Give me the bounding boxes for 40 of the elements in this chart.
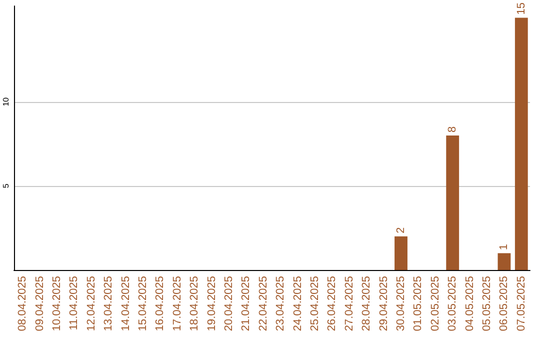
bar xyxy=(394,236,408,270)
x-tick-label: 29.04.2025 xyxy=(378,276,390,332)
y-tick-label: 10 xyxy=(2,96,10,106)
x-tick-label: 14.04.2025 xyxy=(120,276,132,332)
x-tick-label: 02.05.2025 xyxy=(429,276,442,332)
data-label: 8 xyxy=(446,126,459,132)
x-tick-label: 08.04.2025 xyxy=(16,276,29,332)
x-tick-label: 28.04.2025 xyxy=(360,276,373,332)
x-tick-label: 06.05.2025 xyxy=(498,276,510,332)
x-tick-label: 19.04.2025 xyxy=(206,276,218,332)
x-tick-label: 10.04.2025 xyxy=(51,276,63,332)
bar xyxy=(514,18,528,270)
x-tick-label: 24.04.2025 xyxy=(292,276,304,332)
x-tick-label: 16.04.2025 xyxy=(154,276,166,332)
bar xyxy=(498,253,511,270)
x-tick-label: 04.05.2025 xyxy=(464,276,476,332)
x-tick-label: 03.05.2025 xyxy=(446,276,459,332)
x-tick-label: 30.04.2025 xyxy=(395,276,407,332)
data-label: 1 xyxy=(498,244,510,250)
data-label: 15 xyxy=(515,2,528,15)
x-tick-label: 07.05.2025 xyxy=(515,276,528,332)
x-tick-label: 15.04.2025 xyxy=(137,276,149,332)
x-tick-label: 11.04.2025 xyxy=(68,276,80,330)
x-tick-label: 01.05.2025 xyxy=(412,276,424,332)
y-tick-label: 5 xyxy=(2,183,10,188)
x-tick-label: 27.04.2025 xyxy=(343,276,356,332)
x-tick-label: 13.04.2025 xyxy=(102,276,115,332)
x-tick-label: 12.04.2025 xyxy=(85,276,98,332)
x-tick-label: 26.04.2025 xyxy=(326,276,338,332)
bar xyxy=(446,135,460,270)
data-label: 2 xyxy=(395,227,407,234)
x-tick-label: 17.04.2025 xyxy=(171,276,184,332)
x-tick-label: 05.05.2025 xyxy=(481,276,493,332)
x-tick-label: 22.04.2025 xyxy=(257,276,270,332)
x-tick-label: 18.04.2025 xyxy=(188,276,201,332)
x-tick-label: 09.04.2025 xyxy=(34,276,46,332)
x-tick-label: 20.04.2025 xyxy=(223,276,235,332)
x-tick-label: 25.04.2025 xyxy=(309,276,321,332)
x-tick-label: 23.04.2025 xyxy=(274,276,287,332)
x-tick-label: 21.04.2025 xyxy=(240,276,252,332)
